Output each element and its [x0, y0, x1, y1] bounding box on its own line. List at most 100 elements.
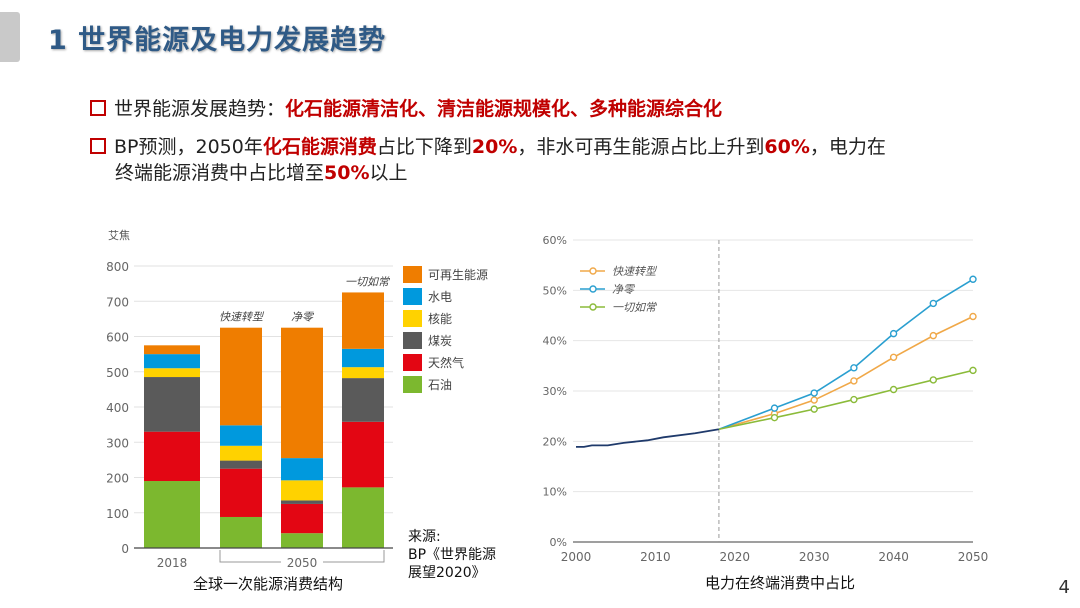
checkbox-bullet-icon — [90, 100, 106, 116]
data-point — [929, 376, 937, 384]
bullet-highlight: 20% — [471, 136, 518, 158]
x-group-label: 2050 — [287, 556, 318, 570]
bullet-text: BP预测，2050年 — [114, 136, 263, 158]
data-point — [770, 413, 779, 422]
section-tab — [0, 12, 20, 62]
bar-segment-煤炭 — [281, 500, 323, 504]
legend-swatch — [403, 332, 422, 349]
bar-segment-石油 — [342, 487, 384, 548]
chart-title: 全球一次能源消费结构 — [193, 575, 343, 593]
bullet-text: 终端能源消费中占比增至 — [115, 162, 325, 184]
x-tick-label: 2000 — [561, 550, 592, 564]
bar-segment-可再生能源 — [281, 327, 323, 459]
bar-segment-煤炭 — [342, 378, 384, 422]
bar-segment-水电 — [342, 348, 384, 368]
data-point — [810, 405, 818, 413]
legend-swatch — [403, 376, 422, 393]
bar-segment-石油 — [281, 533, 323, 548]
data-point — [929, 299, 937, 308]
y-tick-label: 60% — [543, 234, 567, 247]
data-point — [969, 275, 977, 283]
source-text: 展望2020》 — [408, 565, 486, 581]
data-point — [770, 404, 779, 412]
bar-label: 一切如常 — [345, 275, 391, 288]
chart-title: 电力在终端消费中占比 — [705, 574, 855, 592]
legend-swatch — [403, 266, 422, 283]
y-tick-label: 800 — [106, 260, 129, 274]
bar-segment-核能 — [220, 445, 262, 461]
data-point — [850, 395, 858, 404]
data-point — [889, 329, 898, 338]
data-point — [969, 366, 977, 375]
bullet-highlight: 化石能源消费 — [262, 136, 377, 158]
legend-label: 净零 — [612, 283, 636, 296]
bar-segment-煤炭 — [220, 460, 262, 469]
legend-marker — [589, 285, 597, 293]
legend-marker — [589, 303, 597, 311]
history-line — [576, 428, 720, 448]
page-number: 4 — [1058, 577, 1070, 598]
bullet-2: BP预测，2050年化石能源消费占比下降到20%，非水可再生能源占比上升到60%… — [90, 134, 886, 186]
legend-label: 快速转型 — [612, 265, 658, 278]
x-tick-label: 2050 — [958, 550, 989, 564]
bar-label: 净零 — [291, 311, 315, 324]
data-point — [810, 389, 818, 397]
y-tick-label: 400 — [106, 401, 129, 415]
legend-label: 水电 — [428, 290, 452, 304]
data-point — [969, 312, 977, 321]
bullet-1: 世界能源发展趋势：化石能源清洁化、清洁能源规模化、多种能源综合化 — [90, 96, 722, 122]
y-tick-label: 600 — [106, 331, 129, 345]
group-bracket — [219, 550, 385, 563]
bar-segment-天然气 — [220, 468, 262, 517]
bar-segment-石油 — [144, 481, 200, 548]
legend-label: 核能 — [428, 312, 452, 326]
legend-label: 天然气 — [428, 355, 464, 370]
bullet-text: 世界能源发展趋势： — [114, 98, 286, 120]
checkbox-bullet-icon — [90, 138, 106, 154]
data-point — [850, 364, 858, 372]
legend-swatch — [403, 354, 422, 371]
y-tick-label: 10% — [543, 486, 567, 499]
x-tick-label: 2030 — [799, 550, 830, 564]
bar-segment-水电 — [281, 458, 323, 481]
bullet-text: 以上 — [369, 162, 408, 184]
source-note: 来源: BP《世界能源 展望2020》 — [408, 528, 496, 582]
legend-swatch — [403, 288, 422, 305]
y-tick-label: 20% — [543, 435, 567, 448]
data-point — [889, 385, 898, 394]
bar-segment-核能 — [342, 367, 384, 379]
legend-label: 石油 — [428, 378, 452, 392]
y-axis-label: 艾焦 — [108, 229, 130, 242]
legend-label: 一切如常 — [612, 301, 658, 314]
bar-segment-核能 — [281, 480, 323, 501]
bullet-highlight: 化石能源清洁化、清洁能源规模化、多种能源综合化 — [285, 98, 723, 120]
data-point — [889, 353, 898, 361]
x-tick-label: 2040 — [878, 550, 909, 564]
bar-segment-石油 — [220, 516, 262, 548]
bar-segment-水电 — [144, 354, 200, 369]
bullet-text: ，非水可再生能源占比上升到 — [517, 136, 765, 158]
y-tick-label: 30% — [543, 385, 567, 398]
bar-segment-核能 — [144, 368, 200, 378]
bullet-highlight: 60% — [764, 136, 810, 158]
y-tick-label: 300 — [106, 436, 129, 450]
y-tick-label: 200 — [106, 472, 129, 486]
y-tick-label: 0% — [550, 536, 567, 549]
y-tick-label: 100 — [106, 507, 129, 521]
bar-segment-水电 — [220, 425, 262, 446]
y-tick-label: 500 — [106, 366, 129, 380]
bar-segment-天然气 — [281, 503, 323, 534]
legend-swatch — [403, 310, 422, 327]
data-point — [810, 396, 818, 404]
bar-segment-天然气 — [144, 431, 200, 482]
slide-title: 1 世界能源及电力发展趋势 — [48, 25, 387, 56]
source-text: BP《世界能源 — [408, 547, 497, 563]
bullet-text: ，电力在 — [809, 136, 886, 158]
bar-segment-可再生能源 — [144, 345, 200, 355]
bar-segment-煤炭 — [144, 377, 200, 432]
legend-marker — [589, 267, 597, 275]
legend-label: 可再生能源 — [428, 268, 488, 282]
data-point — [929, 331, 937, 340]
legend-label: 煤炭 — [428, 334, 452, 348]
